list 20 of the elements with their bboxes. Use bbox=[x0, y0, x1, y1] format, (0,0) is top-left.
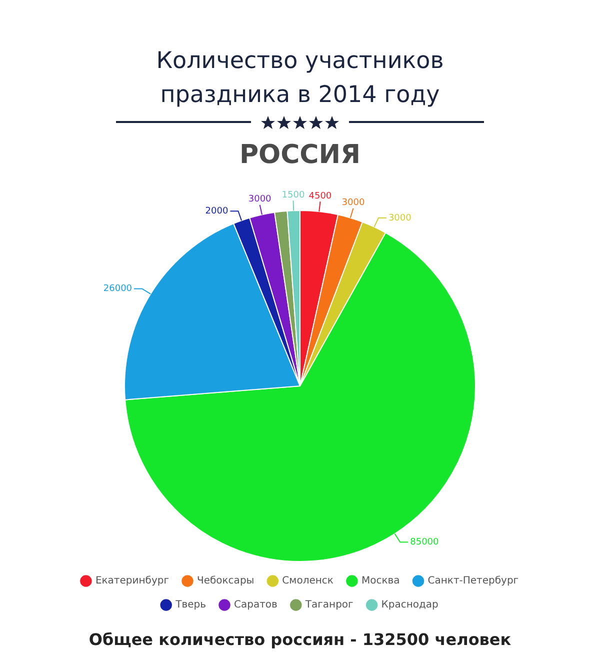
chart-title: Количество участников праздника в 2014 году bbox=[155, 47, 445, 110]
data-label: 1500 bbox=[282, 190, 305, 200]
data-label: 3000 bbox=[248, 194, 272, 205]
legend-label: Санкт-Петербург bbox=[428, 576, 519, 587]
data-label: 4500 bbox=[308, 191, 332, 202]
data-label: 26000 bbox=[103, 284, 132, 294]
legend-label: Саратов bbox=[234, 600, 278, 611]
legend-label: Таганрог bbox=[304, 600, 354, 611]
data-label: 2000 bbox=[205, 206, 228, 216]
legend-label: Екатеринбург bbox=[95, 576, 169, 587]
data-label: 3000 bbox=[388, 213, 412, 224]
legend-label: Тверь bbox=[174, 600, 206, 611]
legend-label: Краснодар bbox=[381, 600, 438, 611]
legend-label: Смоленск bbox=[282, 576, 334, 587]
text: Общее количество россиян - 132500 человек bbox=[88, 630, 512, 649]
legend-label: Москва bbox=[361, 576, 400, 587]
data-label: 85000 bbox=[410, 538, 440, 548]
data-label: 3000 bbox=[342, 198, 365, 208]
legend-label: Чебоксары bbox=[196, 576, 254, 587]
chart-subtitle: РОССИЯ bbox=[238, 140, 362, 170]
